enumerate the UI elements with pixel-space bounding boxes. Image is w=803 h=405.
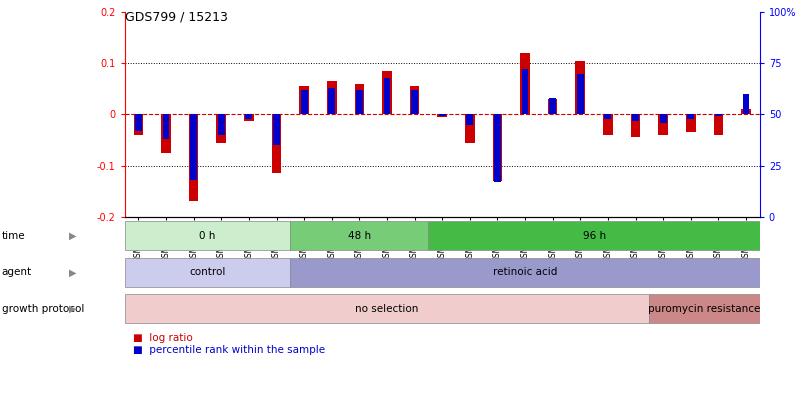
- Text: 96 h: 96 h: [582, 231, 605, 241]
- Bar: [604, 115, 610, 119]
- Bar: [299, 86, 308, 115]
- Bar: [649, 294, 759, 323]
- Bar: [162, 115, 169, 139]
- Bar: [520, 53, 529, 115]
- Bar: [356, 90, 362, 115]
- Bar: [124, 258, 290, 287]
- Bar: [290, 258, 759, 287]
- Bar: [521, 69, 528, 115]
- Bar: [714, 115, 721, 117]
- Text: ▶: ▶: [68, 231, 76, 241]
- Bar: [428, 222, 759, 250]
- Bar: [602, 115, 612, 135]
- Text: ■  percentile rank within the sample: ■ percentile rank within the sample: [132, 345, 324, 355]
- Text: retinoic acid: retinoic acid: [492, 267, 556, 277]
- Bar: [190, 115, 197, 180]
- Text: ▶: ▶: [68, 267, 76, 277]
- Bar: [300, 90, 308, 115]
- Text: GDS799 / 15213: GDS799 / 15213: [124, 10, 227, 23]
- Text: no selection: no selection: [355, 304, 418, 314]
- Bar: [740, 109, 750, 115]
- Bar: [658, 115, 667, 135]
- Bar: [630, 115, 639, 137]
- Bar: [290, 222, 428, 250]
- Bar: [124, 222, 290, 250]
- Bar: [437, 115, 446, 117]
- Bar: [548, 98, 556, 115]
- Bar: [575, 61, 585, 115]
- Bar: [712, 115, 722, 135]
- Bar: [687, 115, 693, 119]
- Bar: [133, 115, 143, 135]
- Bar: [410, 86, 419, 115]
- Bar: [381, 71, 391, 115]
- Bar: [189, 115, 198, 201]
- Bar: [124, 294, 649, 323]
- Text: 0 h: 0 h: [199, 231, 215, 241]
- Bar: [493, 115, 500, 182]
- Bar: [438, 115, 445, 117]
- Bar: [383, 78, 390, 115]
- Bar: [354, 84, 364, 115]
- Text: ▶: ▶: [68, 304, 76, 314]
- Bar: [161, 115, 171, 153]
- Text: time: time: [2, 231, 25, 241]
- Bar: [135, 115, 141, 131]
- Bar: [492, 115, 502, 181]
- Bar: [273, 115, 279, 145]
- Bar: [216, 115, 226, 143]
- Bar: [218, 115, 225, 135]
- Bar: [271, 115, 281, 173]
- Bar: [658, 115, 666, 123]
- Bar: [328, 88, 335, 115]
- Bar: [576, 74, 583, 115]
- Bar: [631, 115, 638, 121]
- Bar: [464, 115, 474, 143]
- Text: 48 h: 48 h: [348, 231, 370, 241]
- Bar: [685, 115, 695, 132]
- Text: puromycin resistance: puromycin resistance: [647, 304, 760, 314]
- Bar: [466, 115, 473, 125]
- Bar: [547, 99, 556, 115]
- Text: control: control: [189, 267, 226, 277]
- Text: agent: agent: [2, 267, 31, 277]
- Bar: [742, 94, 748, 115]
- Bar: [327, 81, 336, 115]
- Bar: [245, 115, 252, 119]
- Text: growth protocol: growth protocol: [2, 304, 84, 314]
- Bar: [244, 115, 254, 121]
- Bar: [410, 90, 418, 115]
- Text: ■  log ratio: ■ log ratio: [132, 333, 192, 343]
